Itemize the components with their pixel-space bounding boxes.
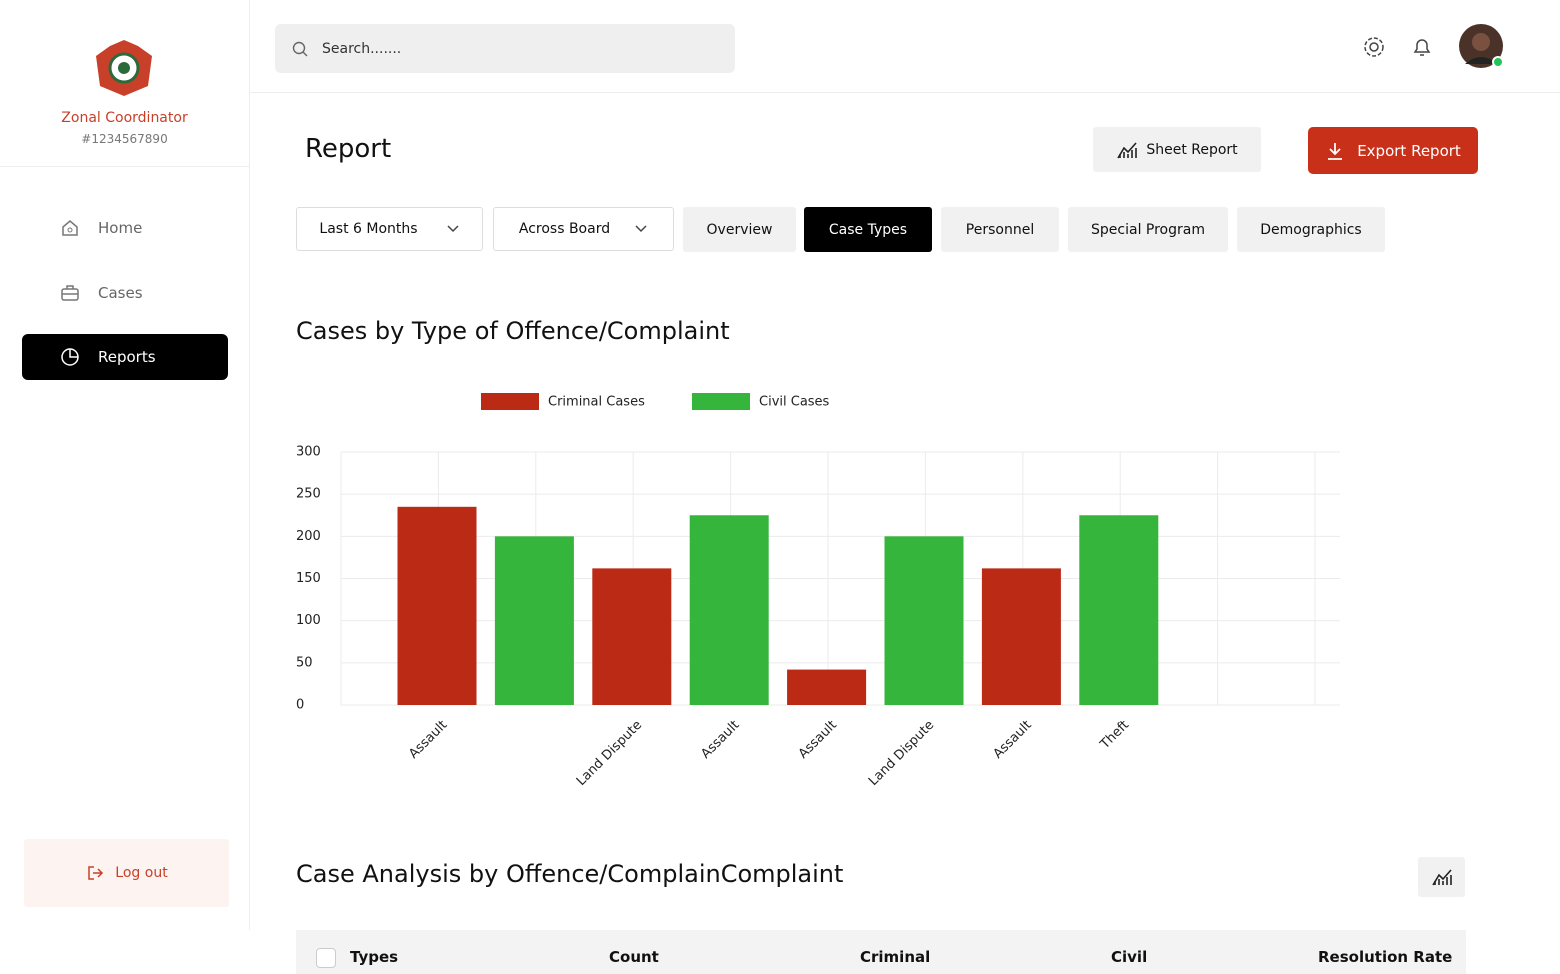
divider [0,166,249,167]
tab-active[interactable]: Case Types [804,207,932,252]
role: Zonal Coordinator [61,110,188,126]
button-label: Sheet Report [1146,141,1238,158]
nav-item-active[interactable]: Reports [22,334,228,380]
notification-icon[interactable] [1410,35,1434,59]
legend-swatch [692,393,750,410]
table-title: Case Analysis by Offence/ComplainComplai… [296,860,844,888]
export-report-button[interactable]: Export Report [1308,127,1478,174]
sheet-report-button[interactable]: Sheet Report [1093,127,1261,172]
nav-label: Cases [98,284,143,302]
logo [96,40,152,96]
filter-dropdown[interactable]: Last 6 Months [296,207,483,251]
legend-label: Criminal Cases [548,395,645,410]
bar [884,536,964,705]
x-tick-label: Land Dispute [574,718,645,789]
logout-label: Log out [115,865,168,881]
nav-item[interactable]: Cases [22,270,228,316]
column-header: Criminal [860,948,931,966]
nav-item[interactable]: Home [22,205,228,251]
filter-label: Last 6 Months [319,221,418,237]
page-title: Report [305,134,392,164]
column-header: Count [609,948,659,966]
chart-title: Cases by Type of Offence/Complaint [296,317,730,345]
tab[interactable]: Personnel [941,207,1059,252]
y-tick-label: 200 [296,529,321,544]
chart-toggle-button[interactable] [1418,857,1465,897]
search-placeholder: Search....... [322,40,402,57]
bar [787,669,867,705]
chart: 0 50 100 150 200 250 300 Criminal Cases Civil Ca… [296,393,1340,789]
y-tick-label: 50 [296,655,313,670]
table-header [296,930,1466,974]
bar [689,515,769,705]
user-id: #1234567890 [81,132,168,146]
y-tick-label: 250 [296,487,321,502]
tab[interactable]: Overview [683,207,796,252]
search-box[interactable]: Search....... [275,24,735,73]
column-header: Types [350,948,399,966]
bar [397,506,477,705]
y-tick-label: 100 [296,613,321,628]
column-header: Civil [1111,948,1148,966]
logout-button[interactable]: Log out [24,839,229,907]
tab[interactable]: Demographics [1237,207,1385,252]
filter-label: Across Board [518,221,611,237]
y-tick-label: 300 [296,445,321,460]
y-tick-label: 150 [296,571,321,586]
legend-swatch [481,393,539,410]
x-tick-label: Assault [698,718,742,762]
filter-dropdown[interactable]: Across Board [493,207,674,251]
x-tick-label: Assault [796,718,840,762]
x-tick-label: Land Dispute [866,718,937,789]
nav-label: Home [98,219,143,237]
button-label: Export Report [1357,141,1461,160]
x-tick-label: Assault [406,718,450,762]
checkbox[interactable] [316,948,336,968]
avatar[interactable] [1459,24,1507,72]
x-tick-label: Assault [991,718,1035,762]
legend-label: Civil Cases [759,395,830,410]
y-tick-label: 0 [296,698,304,713]
bar [1079,515,1159,705]
nav-label: Reports [98,348,156,366]
bar [981,568,1061,705]
sidebar: Zonal Coordinator #1234567890 Home Cases… [0,0,250,930]
bar [494,536,574,705]
column-header: Resolution Rate [1318,948,1453,966]
bar [592,568,672,705]
x-tick-label: Theft [1097,718,1132,753]
header-divider [250,92,1560,93]
settings-icon[interactable] [1362,35,1386,59]
tab[interactable]: Special Program [1068,207,1228,252]
